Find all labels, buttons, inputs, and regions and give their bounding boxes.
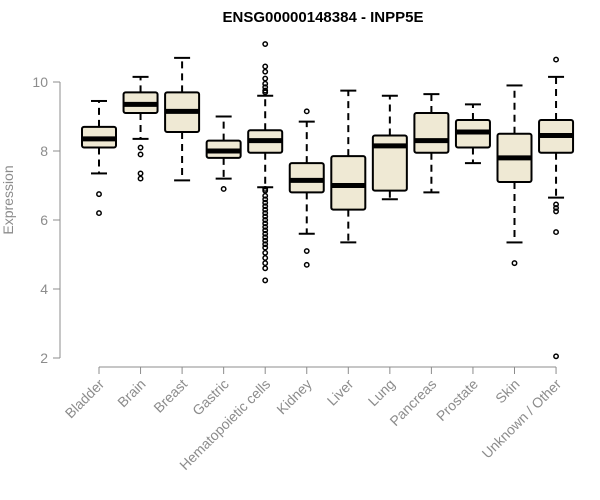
outlier-point bbox=[220, 186, 227, 192]
outlier-point bbox=[303, 261, 310, 268]
box-brain bbox=[122, 75, 159, 182]
iqr-box bbox=[330, 155, 367, 211]
outlier-point bbox=[553, 229, 559, 236]
y-axis: 2 4 6 8 10 bbox=[32, 74, 61, 366]
box-skin bbox=[496, 84, 533, 267]
outlier-point bbox=[262, 41, 269, 47]
y-axis-label: Expression bbox=[0, 165, 16, 234]
x-tick-label: Unknown / Other bbox=[479, 376, 565, 462]
outlier-point bbox=[262, 199, 269, 206]
outlier-point bbox=[262, 84, 269, 91]
outlier-point bbox=[262, 187, 269, 194]
x-tick-label: Kidney bbox=[273, 376, 315, 418]
outlier-point bbox=[262, 206, 269, 213]
outlier-point bbox=[553, 204, 559, 211]
y-tick-label: 8 bbox=[40, 143, 48, 159]
outlier-point bbox=[262, 241, 269, 248]
outlier-point bbox=[262, 230, 269, 237]
outlier-point bbox=[262, 255, 269, 261]
outlier-point bbox=[262, 227, 269, 234]
outlier-point bbox=[262, 210, 269, 217]
box-prostate bbox=[454, 103, 491, 165]
box-pancreas bbox=[413, 93, 450, 194]
x-tick-label: Skin bbox=[492, 376, 523, 407]
outlier-point bbox=[262, 68, 269, 75]
outlier-point bbox=[262, 260, 269, 267]
outlier-point bbox=[262, 237, 269, 244]
outlier-point bbox=[262, 89, 269, 96]
outlier-point bbox=[553, 56, 559, 63]
x-tick-label: Liver bbox=[324, 376, 357, 409]
outlier-point bbox=[262, 75, 269, 82]
box-liver bbox=[330, 89, 367, 244]
iqr-box bbox=[288, 162, 325, 194]
y-tick-label: 4 bbox=[40, 281, 48, 297]
y-tick-label: 10 bbox=[32, 74, 48, 90]
outlier-point bbox=[262, 203, 269, 210]
outlier-point bbox=[137, 151, 144, 158]
box-lung bbox=[371, 94, 408, 201]
outlier-point bbox=[137, 175, 144, 182]
outlier-point bbox=[262, 196, 269, 203]
x-tick-label: Lung bbox=[365, 376, 398, 409]
outlier-point bbox=[262, 80, 269, 87]
y-tick-label: 6 bbox=[40, 212, 48, 228]
y-tick-label: 2 bbox=[40, 350, 48, 366]
outlier-point bbox=[137, 170, 144, 177]
outlier-point bbox=[262, 277, 269, 284]
box-unknown-other bbox=[538, 56, 575, 360]
outlier-point bbox=[553, 201, 559, 208]
outlier-point bbox=[262, 244, 269, 251]
outlier-point bbox=[262, 234, 269, 241]
x-tick-label: Bladder bbox=[62, 376, 108, 422]
outlier-point bbox=[303, 248, 310, 255]
outlier-point bbox=[96, 191, 102, 198]
outlier-point bbox=[262, 265, 269, 272]
outlier-point bbox=[553, 208, 559, 215]
outlier-point bbox=[96, 210, 102, 217]
iqr-box bbox=[371, 134, 408, 192]
outlier-point bbox=[137, 144, 144, 151]
outlier-point bbox=[262, 249, 269, 256]
box-gastric bbox=[205, 115, 242, 192]
outlier-point bbox=[262, 213, 269, 220]
plot-area bbox=[81, 41, 575, 360]
outlier-point bbox=[262, 192, 269, 199]
box-kidney bbox=[288, 108, 325, 268]
x-tick-label: Brain bbox=[114, 376, 148, 410]
outlier-point bbox=[262, 223, 269, 230]
outlier-point bbox=[553, 353, 559, 360]
iqr-box bbox=[413, 112, 450, 154]
x-tick-label: Breast bbox=[150, 376, 190, 416]
box-breast bbox=[164, 56, 201, 182]
outlier-point bbox=[262, 63, 269, 70]
outlier-point bbox=[511, 260, 518, 267]
x-tick-label: Prostate bbox=[433, 376, 481, 424]
outlier-point bbox=[262, 217, 269, 223]
chart-title: ENSG00000148384 - INPP5E bbox=[223, 9, 424, 26]
box-hematopoietic-cells bbox=[247, 41, 284, 284]
outlier-point bbox=[303, 108, 310, 115]
box-bladder bbox=[81, 99, 117, 217]
outlier-point bbox=[262, 220, 269, 227]
